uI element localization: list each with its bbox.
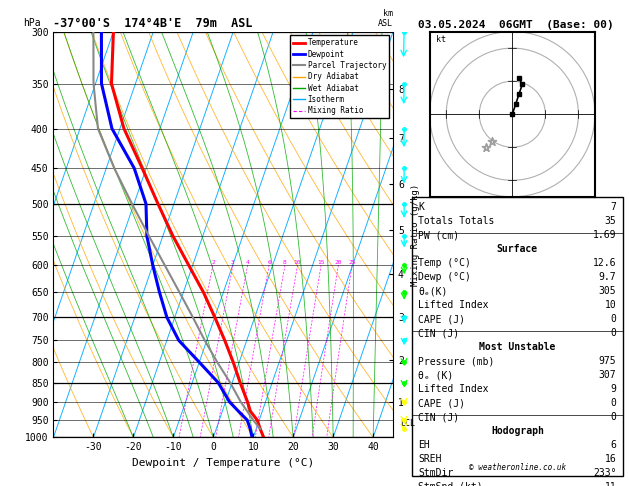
Text: 0: 0 — [611, 412, 616, 422]
Text: 1.69: 1.69 — [593, 230, 616, 241]
Text: 6: 6 — [611, 440, 616, 450]
Text: 2: 2 — [211, 260, 214, 265]
Text: Pressure (mb): Pressure (mb) — [418, 356, 494, 366]
Text: PW (cm): PW (cm) — [418, 230, 459, 241]
Text: 0: 0 — [611, 398, 616, 408]
Text: CAPE (J): CAPE (J) — [418, 314, 465, 324]
Text: Totals Totals: Totals Totals — [418, 216, 494, 226]
Text: 20: 20 — [335, 260, 342, 265]
Text: Surface: Surface — [497, 244, 538, 254]
Text: Lifted Index: Lifted Index — [418, 300, 489, 310]
Text: 6: 6 — [267, 260, 271, 265]
Text: K: K — [418, 203, 424, 212]
X-axis label: Dewpoint / Temperature (°C): Dewpoint / Temperature (°C) — [132, 458, 314, 468]
Text: 0: 0 — [611, 314, 616, 324]
Text: 975: 975 — [599, 356, 616, 366]
Text: kt: kt — [437, 35, 447, 44]
Text: km
ASL: km ASL — [378, 9, 393, 28]
Text: 8: 8 — [283, 260, 287, 265]
Text: 0: 0 — [611, 328, 616, 338]
Text: StmDir: StmDir — [418, 468, 454, 478]
Text: StmSpd (kt): StmSpd (kt) — [418, 482, 483, 486]
Text: 35: 35 — [604, 216, 616, 226]
Text: 307: 307 — [599, 370, 616, 380]
Text: © weatheronline.co.uk: © weatheronline.co.uk — [469, 463, 566, 472]
Text: Hodograph: Hodograph — [491, 426, 544, 436]
Text: 3: 3 — [231, 260, 235, 265]
Text: Most Unstable: Most Unstable — [479, 342, 555, 352]
Text: Mixing Ratio (g/kg): Mixing Ratio (g/kg) — [411, 183, 420, 286]
Text: 10: 10 — [294, 260, 301, 265]
Text: Temp (°C): Temp (°C) — [418, 259, 471, 268]
Legend: Temperature, Dewpoint, Parcel Trajectory, Dry Adiabat, Wet Adiabat, Isotherm, Mi: Temperature, Dewpoint, Parcel Trajectory… — [290, 35, 389, 118]
Text: 4: 4 — [246, 260, 250, 265]
Text: CAPE (J): CAPE (J) — [418, 398, 465, 408]
Text: CIN (J): CIN (J) — [418, 412, 459, 422]
Text: LCL: LCL — [400, 419, 415, 428]
Text: Dewp (°C): Dewp (°C) — [418, 272, 471, 282]
Text: θₑ (K): θₑ (K) — [418, 370, 454, 380]
Text: CIN (J): CIN (J) — [418, 328, 459, 338]
Text: -37°00'S  174°4B'E  79m  ASL: -37°00'S 174°4B'E 79m ASL — [53, 17, 253, 31]
Text: SREH: SREH — [418, 454, 442, 464]
Text: 9: 9 — [611, 384, 616, 394]
Text: Lifted Index: Lifted Index — [418, 384, 489, 394]
Text: θₑ(K): θₑ(K) — [418, 286, 448, 296]
Text: 16: 16 — [604, 454, 616, 464]
Text: 305: 305 — [599, 286, 616, 296]
Text: hPa: hPa — [23, 17, 40, 28]
Text: 7: 7 — [611, 203, 616, 212]
Text: 25: 25 — [348, 260, 356, 265]
Text: 11: 11 — [604, 482, 616, 486]
Text: EH: EH — [418, 440, 430, 450]
Text: 03.05.2024  06GMT  (Base: 00): 03.05.2024 06GMT (Base: 00) — [418, 20, 614, 31]
Text: 15: 15 — [318, 260, 325, 265]
Text: 12.6: 12.6 — [593, 259, 616, 268]
Text: 233°: 233° — [593, 468, 616, 478]
Text: 9.7: 9.7 — [599, 272, 616, 282]
Text: 10: 10 — [604, 300, 616, 310]
